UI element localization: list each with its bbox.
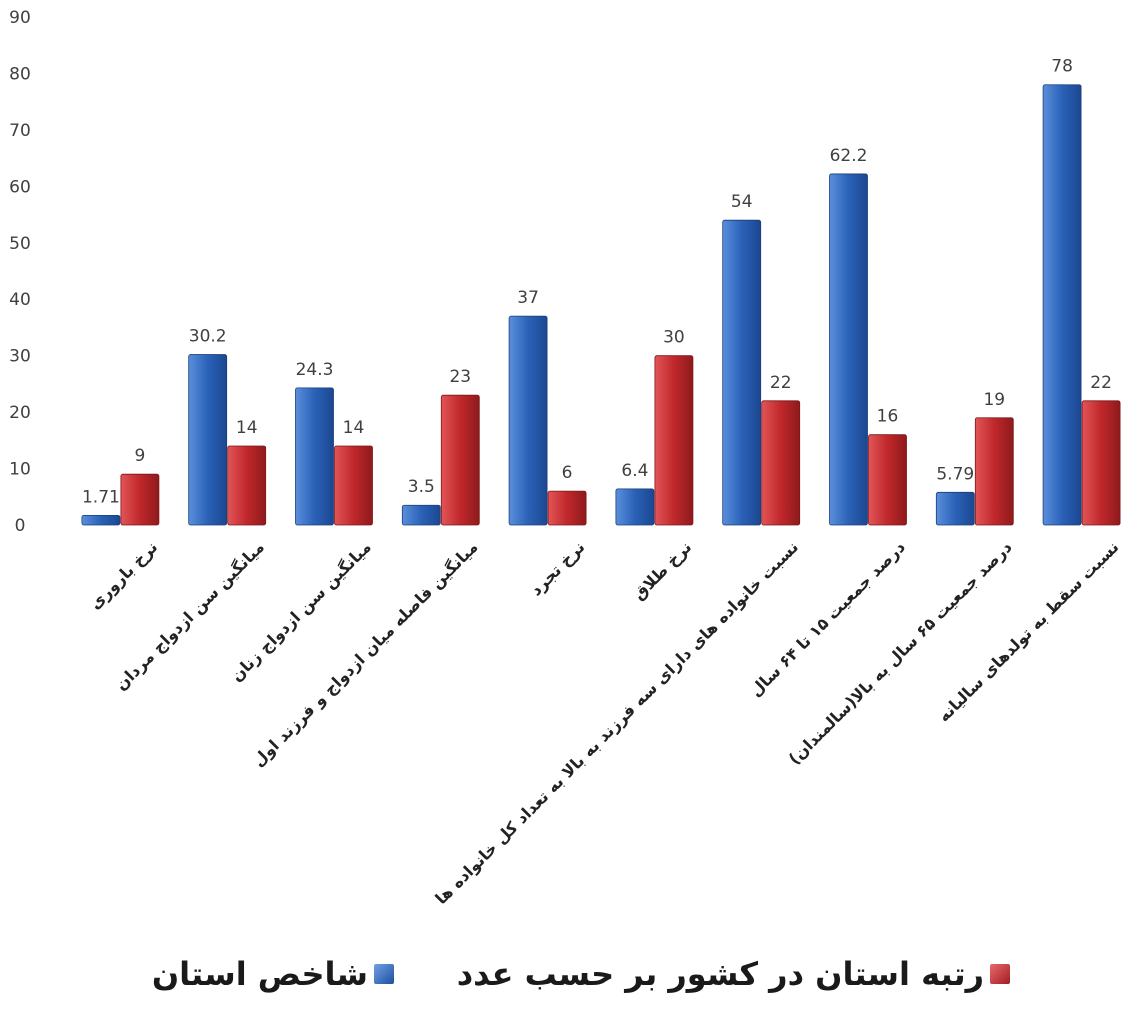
bar-rank	[440, 394, 480, 526]
data-label-rank: 23	[449, 367, 471, 387]
bar-province-index	[615, 488, 655, 526]
data-label-rank: 6	[562, 463, 573, 483]
y-tick-label: 20	[9, 403, 31, 423]
bar-rank	[227, 445, 267, 526]
bar-province-index	[935, 491, 975, 526]
category-label: نرخ طلاق	[629, 537, 695, 603]
data-label-province-index: 54	[731, 192, 753, 212]
data-label-rank: 22	[770, 373, 792, 393]
data-label-province-index: 6.4	[621, 461, 648, 481]
y-tick-label: 70	[9, 121, 31, 141]
category-label: میانگین فاصله میان ازدواج و فرزند اول	[249, 537, 482, 770]
data-label-province-index: 3.5	[408, 477, 435, 497]
bars-group	[81, 84, 1121, 526]
bar-province-index	[401, 504, 441, 526]
category-label: نسبت سقط به تولدهای سالیانه	[934, 537, 1122, 725]
data-label-province-index: 78	[1051, 57, 1073, 77]
bar-rank	[120, 473, 160, 526]
legend-swatch-province-index	[374, 964, 394, 984]
bar-rank	[547, 490, 587, 526]
data-labels-group: 1.71 30.2 24.3 3.5 37 6.4 54 62.2 5.79 78 9 14 14 23 6…	[82, 57, 1112, 508]
y-tick-label: 90	[9, 8, 31, 28]
bar-rank	[974, 417, 1014, 526]
bar-province-index	[508, 315, 548, 526]
data-label-province-index: 24.3	[296, 360, 334, 380]
legend-item-province-index: شاخص استان	[152, 955, 394, 993]
data-label-province-index: 1.71	[82, 487, 120, 507]
data-label-rank: 16	[877, 407, 899, 427]
legend: رتبه استان در کشور بر حسب عدد شاخص استان	[0, 955, 1142, 1015]
legend-swatch-rank	[990, 964, 1010, 984]
y-tick-label: 40	[9, 290, 31, 310]
bar-rank	[761, 400, 801, 526]
data-label-rank: 19	[983, 390, 1005, 410]
bar-province-index	[188, 354, 228, 526]
y-tick-label: 50	[9, 234, 31, 254]
category-label: نسبت خانواده های دارای سه فرزند به بالا …	[431, 537, 802, 908]
category-label: نرخ باروری	[85, 537, 161, 613]
y-tick-label: 80	[9, 64, 31, 84]
bar-province-index	[81, 514, 121, 526]
bar-rank	[334, 445, 373, 526]
bar-rank	[654, 355, 694, 526]
data-label-province-index: 37	[517, 288, 539, 308]
legend-label-province-index: شاخص استان	[151, 955, 368, 993]
data-label-province-index: 30.2	[189, 327, 227, 347]
y-tick-label: 60	[9, 177, 31, 197]
category-label: درصد جمعیت ۶۵ سال به بالا(سالمندان)	[785, 537, 1016, 768]
y-axis: 0 10 20 30 40 50 60 70 80 90	[9, 8, 31, 536]
data-label-province-index: 62.2	[830, 146, 868, 166]
category-label: نرخ تجرد	[526, 537, 588, 599]
data-label-rank: 14	[343, 418, 365, 438]
bar-rank	[868, 434, 907, 526]
data-label-rank: 30	[663, 328, 685, 348]
chart-svg: 0 10 20 30 40 50 60 70 80 90 1.71 30.2 24.3 3.5 37 6.4…	[9, 8, 1122, 908]
bar-province-index	[829, 173, 868, 526]
bar-province-index	[1042, 84, 1082, 526]
data-label-rank: 14	[236, 418, 258, 438]
bar-rank	[1081, 400, 1121, 526]
bar-province-index	[295, 387, 334, 526]
data-label-rank: 22	[1090, 373, 1112, 393]
legend-label-rank: رتبه استان در کشور بر حسب عدد	[456, 955, 984, 993]
bar-province-index	[722, 219, 762, 526]
legend-item-rank: رتبه استان در کشور بر حسب عدد	[457, 955, 1010, 993]
data-label-province-index: 5.79	[936, 464, 974, 484]
y-tick-label: 10	[9, 460, 31, 480]
data-label-rank: 9	[134, 446, 145, 466]
y-tick-label: 0	[15, 516, 26, 536]
y-tick-label: 30	[9, 347, 31, 367]
